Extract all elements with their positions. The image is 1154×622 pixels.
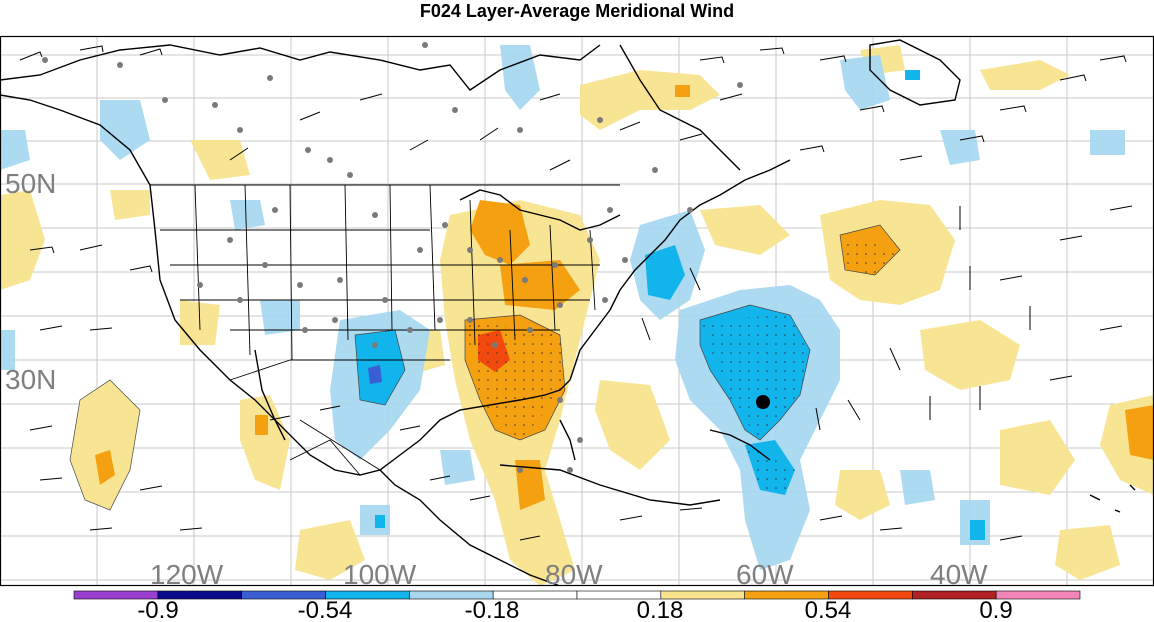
state-borders [150, 184, 620, 476]
coastlines [0, 39, 1136, 586]
storm-center-marker [756, 395, 770, 409]
colorbar-swatch [995, 590, 1081, 600]
lon-label-120w: 120W [150, 559, 224, 590]
lat-label-30n: 30N [5, 364, 56, 395]
lon-label-100w: 100W [343, 559, 417, 590]
colorbar-label-3: 0.18 [637, 597, 684, 622]
colorbar-label-5: 0.9 [979, 597, 1012, 622]
lon-label-60w: 60W [736, 559, 794, 590]
colorbar [73, 590, 1081, 600]
max-negative-contours [368, 365, 382, 384]
wind-barbs [19, 45, 1133, 541]
lon-label-80w: 80W [545, 559, 603, 590]
station-dots [42, 42, 743, 473]
colorbar-label-4: 0.54 [805, 597, 852, 622]
map-title: F024 Layer-Average Meridional Wind [419, 1, 735, 21]
contour-lines [69, 224, 901, 511]
lat-label-50n: 50N [5, 168, 56, 199]
colorbar-label-1: -0.54 [298, 597, 353, 622]
colorbar-label-0: -0.9 [137, 597, 178, 622]
stipple-regions [465, 235, 900, 495]
colorbar-label-2: -0.18 [465, 597, 520, 622]
lon-label-40w: 40W [930, 559, 988, 590]
